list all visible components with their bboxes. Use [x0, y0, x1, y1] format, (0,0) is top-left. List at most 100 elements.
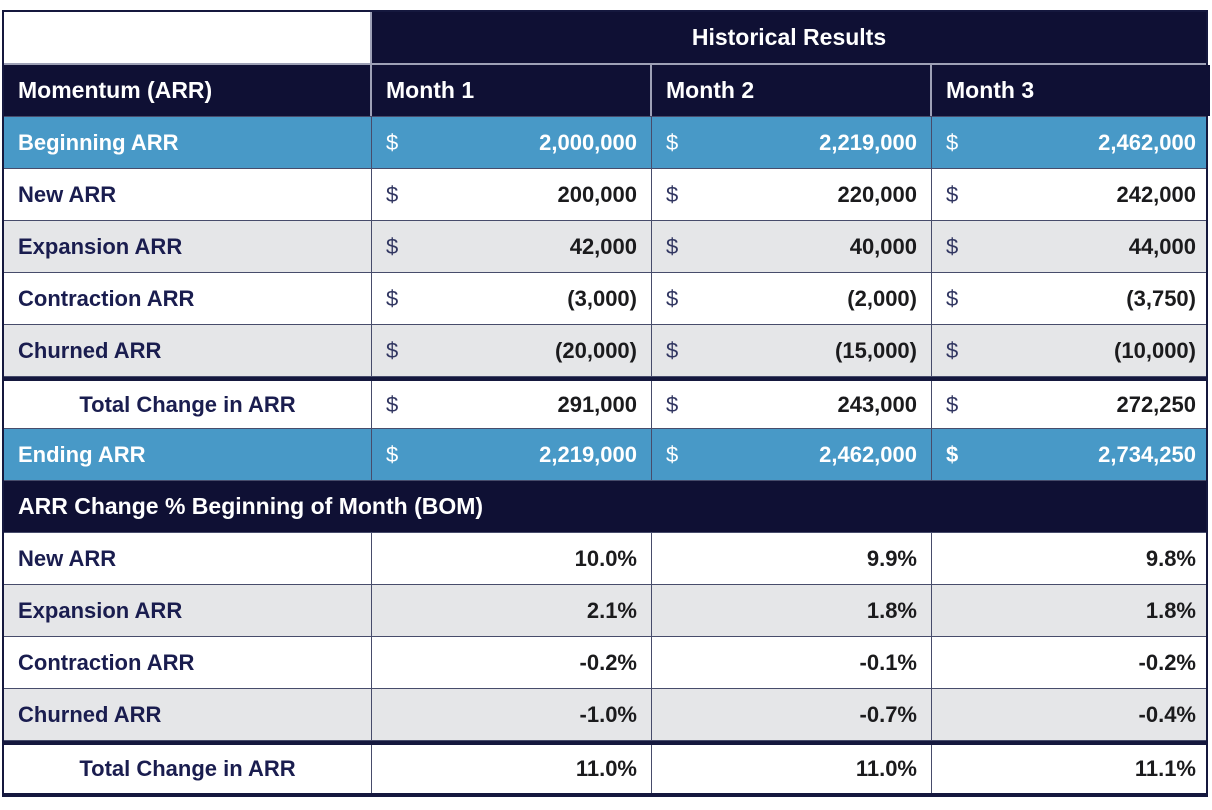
money-cell: $ (15,000) — [652, 325, 932, 376]
percent-value: 11.0% — [575, 756, 637, 781]
money-cell: $2,219,000 — [652, 117, 932, 168]
money-value: 2,219,000 — [819, 129, 917, 155]
dollar-sign: $ — [386, 391, 399, 417]
percent-value: 11.0% — [855, 756, 917, 781]
money-value: 2,219,000 — [539, 441, 637, 467]
money-value: 243,000 — [837, 391, 917, 417]
row-label: Expansion ARR — [4, 585, 372, 636]
percent-value: -0.4% — [1138, 701, 1196, 727]
row-churned-arr-pct: Churned ARR -1.0% -0.7% -0.4% — [4, 689, 1206, 741]
percent-cell: -0.1% — [652, 637, 932, 688]
dollar-sign: $ — [386, 441, 399, 467]
dollar-sign: $ — [666, 129, 679, 155]
row-label: Total Change in ARR — [4, 381, 372, 428]
dollar-sign: $ — [666, 233, 679, 259]
percent-cell: 1.8% — [652, 585, 932, 636]
money-cell: $42,000 — [372, 221, 652, 272]
percent-value: -0.2% — [579, 649, 637, 675]
table-row-historical-header: Historical Results — [4, 12, 1206, 65]
row-label: Total Change in ARR — [4, 745, 372, 793]
row-contraction-arr-pct: Contraction ARR -0.2% -0.1% -0.2% — [4, 637, 1206, 689]
dollar-sign: $ — [666, 337, 679, 363]
row-beginning-arr: Beginning ARR $2,000,000 $2,219,000 $2,4… — [4, 117, 1206, 169]
money-cell: $243,000 — [652, 381, 932, 428]
percent-value: -0.2% — [1138, 649, 1196, 675]
money-cell: $200,000 — [372, 169, 652, 220]
money-cell: $ (2,000) — [652, 273, 932, 324]
dollar-sign: $ — [946, 233, 959, 259]
row-label: Expansion ARR — [4, 221, 372, 272]
row-total-change-arr: Total Change in ARR $291,000 $243,000 $2… — [4, 377, 1206, 429]
percent-value: 1.8% — [1145, 597, 1196, 623]
money-cell: $40,000 — [652, 221, 932, 272]
money-value: 44,000 — [1128, 233, 1196, 259]
dollar-sign: $ — [946, 391, 959, 417]
percent-value: -0.7% — [859, 701, 917, 727]
money-value: (20,000) — [555, 337, 637, 363]
row-churned-arr: Churned ARR $ (20,000) $ (15,000) $ (10,000… — [4, 325, 1206, 377]
row-label: Churned ARR — [4, 689, 372, 740]
month-3-header: Month 3 — [932, 65, 1210, 116]
percent-value: 9.8% — [1145, 545, 1196, 571]
percent-cell: -0.4% — [932, 689, 1210, 740]
percent-value: 11.1% — [1134, 756, 1196, 781]
dollar-sign: $ — [946, 337, 959, 363]
table-row-section-header: ARR Change % Beginning of Month (BOM) — [4, 481, 1206, 533]
arr-change-bom-header: ARR Change % Beginning of Month (BOM) — [4, 481, 1206, 532]
dollar-sign: $ — [666, 441, 679, 467]
percent-value: 2.1% — [586, 597, 637, 623]
money-value: 40,000 — [849, 233, 917, 259]
money-cell: $ (10,000) — [932, 325, 1210, 376]
row-total-change-arr-pct: Total Change in ARR 11.0% 11.0% 11.1% — [4, 741, 1206, 793]
money-cell: $220,000 — [652, 169, 932, 220]
row-ending-arr: Ending ARR $2,219,000 $2,462,000 $2,734,… — [4, 429, 1206, 481]
money-value: (2,000) — [847, 285, 917, 311]
money-cell: $ (3,750) — [932, 273, 1210, 324]
percent-cell: 11.1% — [932, 745, 1210, 793]
dollar-sign: $ — [946, 441, 959, 467]
row-expansion-arr-pct: Expansion ARR 2.1% 1.8% 1.8% — [4, 585, 1206, 637]
money-cell: $ (3,000) — [372, 273, 652, 324]
percent-cell: -0.2% — [932, 637, 1210, 688]
arr-momentum-table: Historical Results Momentum (ARR) Month … — [2, 10, 1210, 797]
money-value: (10,000) — [1114, 337, 1196, 363]
row-label: New ARR — [4, 169, 372, 220]
money-cell: $2,462,000 — [652, 429, 932, 480]
percent-cell: 2.1% — [372, 585, 652, 636]
row-label: New ARR — [4, 533, 372, 584]
percent-value: 9.9% — [866, 545, 917, 571]
percent-cell: 11.0% — [372, 745, 652, 793]
money-cell: $272,250 — [932, 381, 1210, 428]
row-new-arr-pct: New ARR 10.0% 9.9% 9.8% — [4, 533, 1206, 585]
percent-value: 1.8% — [866, 597, 917, 623]
money-value: (3,750) — [1126, 285, 1196, 311]
row-new-arr: New ARR $200,000 $220,000 $242,000 — [4, 169, 1206, 221]
money-value: 291,000 — [557, 391, 637, 417]
percent-cell: -1.0% — [372, 689, 652, 740]
percent-value: 10.0% — [574, 545, 637, 571]
dollar-sign: $ — [386, 285, 399, 311]
dollar-sign: $ — [386, 337, 399, 363]
dollar-sign: $ — [386, 181, 399, 207]
month-1-header: Month 1 — [372, 65, 652, 116]
money-value: 42,000 — [569, 233, 637, 259]
row-label: Beginning ARR — [4, 117, 372, 168]
dollar-sign: $ — [946, 129, 959, 155]
blank-cell — [4, 12, 372, 63]
money-cell: $44,000 — [932, 221, 1210, 272]
money-cell: $291,000 — [372, 381, 652, 428]
month-2-header: Month 2 — [652, 65, 932, 116]
money-value: 242,000 — [1116, 181, 1196, 207]
money-value: 2,000,000 — [539, 129, 637, 155]
money-value: 2,734,250 — [1098, 441, 1196, 467]
percent-cell: 10.0% — [372, 533, 652, 584]
money-cell: $2,000,000 — [372, 117, 652, 168]
percent-cell: -0.2% — [372, 637, 652, 688]
percent-cell: 1.8% — [932, 585, 1210, 636]
money-cell: $242,000 — [932, 169, 1210, 220]
money-value: 200,000 — [557, 181, 637, 207]
percent-value: -1.0% — [579, 701, 637, 727]
dollar-sign: $ — [666, 181, 679, 207]
money-cell: $2,734,250 — [932, 429, 1210, 480]
percent-cell: 9.8% — [932, 533, 1210, 584]
